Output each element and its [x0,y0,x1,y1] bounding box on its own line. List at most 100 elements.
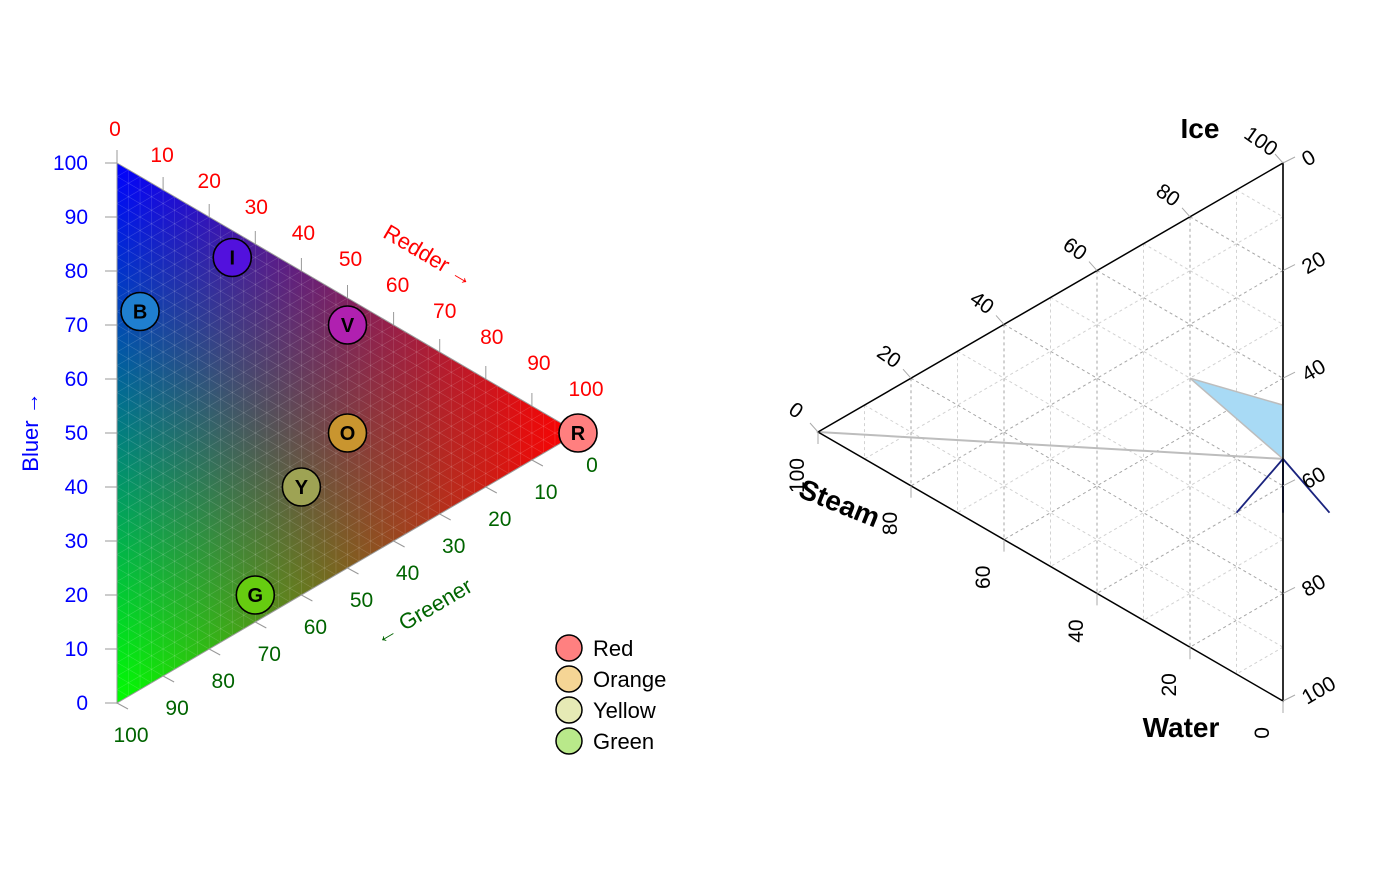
red-tick-label: 70 [433,300,456,323]
steam-tick-label: 80 [879,512,902,535]
point-b [120,291,160,332]
grid-line [116,459,325,582]
water-tick-label: 100 [1298,672,1340,709]
grid-line-water [864,216,1284,460]
green-tick-label: 50 [350,589,373,612]
ice-tick-label: 80 [1152,179,1184,211]
grid-line [116,243,510,474]
fine-grid [116,169,567,697]
grid-line [116,432,348,569]
ice-axis-tick [995,315,1005,325]
blue-axis-title: Bluer → [18,392,43,471]
tick-marks [809,153,1296,713]
red-tick-label: 20 [198,170,221,193]
grid-line [116,297,348,434]
grid-line-water [1143,539,1284,621]
legend-label: Orange [593,667,666,692]
grid-line [116,189,164,218]
red-tick-label: 0 [109,118,121,141]
grid-line [116,169,129,177]
point-label: V [341,315,355,337]
grid-line [116,317,383,474]
point-label: I [229,248,235,270]
direction-arrow [1235,458,1284,514]
grid-line [116,216,210,272]
point-y [281,467,322,507]
grid-line [116,675,141,690]
legend-label: Red [593,636,633,661]
grid-line [116,324,440,515]
grid-line [116,446,337,576]
grid-line [116,311,452,508]
green-tick-label: 30 [442,535,465,558]
grid-line [116,223,221,285]
grid [864,189,1284,675]
green-axis-tick [162,675,175,683]
phase-ternary-plot: 0 20 40 60 80 100 0 20 40 60 80 100 0 20 40 60 80 100 Ice S… [784,113,1340,743]
grid-line [116,284,325,407]
grid-line [116,290,337,420]
water-tick-label: 20 [1298,247,1330,279]
water-axis-tick [1282,694,1296,702]
grid-line [116,419,360,562]
water-axis-tick [1282,479,1296,487]
red-tick-label: 90 [527,352,550,375]
blue-tick-label: 40 [65,476,88,499]
red-tick-label: 50 [339,248,362,271]
blue-tick-label: 100 [53,152,88,175]
ice-tick-label: 20 [873,341,905,373]
grid-line [116,196,175,231]
green-tick-label: 10 [534,481,557,504]
ice-axis-tick [809,422,819,433]
grid-line [116,581,221,643]
grid-line-water [1236,646,1284,675]
grid-line [116,689,129,697]
grid-line [116,284,475,495]
point-o [327,413,368,453]
grid-line [116,378,394,542]
red-tick-label: 40 [292,222,315,245]
ice-tick-label: 100 [1240,122,1282,161]
water-axis-tick [1282,586,1296,594]
ice-axis-tick [1181,207,1191,218]
blue-tick-label: 70 [65,314,88,337]
water-tick-label: 0 [1298,146,1320,172]
grid-line [116,398,521,636]
grid-line [116,297,463,501]
blue-tick-label: 0 [76,692,88,715]
grid-line [116,540,256,623]
legend-label: Green [593,729,654,754]
grid-line [116,554,244,630]
red-tick-label: 10 [150,144,173,167]
green-tick-label: 90 [165,697,188,720]
grid-line [116,608,198,657]
red-tick-label: 100 [568,378,603,401]
blue-tick-label: 10 [65,638,88,661]
point-label: R [571,423,586,445]
grid-line [116,662,152,684]
point-label: G [248,585,264,607]
grid-line [116,621,187,663]
grid-line [116,182,152,204]
steam-tick-label: 0 [1251,727,1274,739]
water-tick-label: 60 [1298,463,1330,495]
green-axis-title: ← Greener [370,573,477,650]
grid-line [116,412,544,663]
grid-line [116,635,175,670]
triangle-frame [816,161,1284,703]
water-axis-title: Water [1143,712,1220,743]
red-tick-label: 60 [386,274,409,297]
grid-line-ice [864,404,1284,648]
grid-line [116,365,406,535]
green-tick-label: 20 [488,508,511,531]
legend-swatch [555,665,583,693]
grid-line [116,270,302,380]
grid-line [116,425,567,690]
grid-line-water [1050,431,1284,567]
legend-swatch [555,696,583,724]
grid-line [116,365,463,569]
green-axis-tick [301,594,313,602]
steam-tick-label: 60 [972,566,995,589]
grid-line [116,324,394,488]
grid-line [116,392,510,623]
